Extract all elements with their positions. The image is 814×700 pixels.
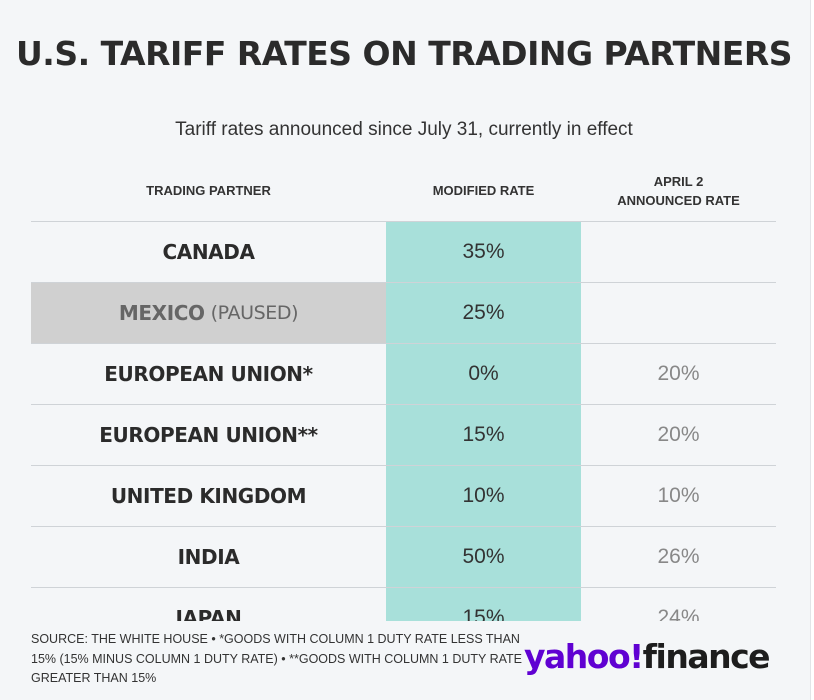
modified-rate-cell: 35% [462, 240, 505, 263]
partner-name: EUROPEAN UNION* [104, 362, 313, 386]
partner-cell: CANADA [31, 222, 386, 282]
partner-cell: UNITED KINGDOM [31, 466, 386, 526]
modified-rate-highlight [386, 221, 581, 621]
modified-rate-cell: 15% [462, 606, 505, 621]
partner-cell: INDIA [31, 527, 386, 587]
modified-rate-cell: 10% [462, 484, 505, 507]
table-row: MEXICO (PAUSED) 25% [31, 282, 776, 343]
table-row: CANADA 35% [31, 221, 776, 282]
partner-name: CANADA [162, 240, 255, 264]
modified-rate-cell: 0% [468, 362, 499, 385]
table-row: EUROPEAN UNION** 15% 20% [31, 404, 776, 465]
partner-status-note: (PAUSED) [210, 302, 299, 324]
partner-name: EUROPEAN UNION** [99, 423, 318, 447]
april2-rate-cell [581, 222, 776, 282]
chart-title: U.S. TARIFF RATES ON TRADING PARTNERS [15, 34, 793, 73]
partner-name: JAPAN [175, 606, 242, 621]
april2-rate-cell: 10% [657, 484, 700, 507]
april2-rate-cell: 26% [657, 545, 700, 568]
partner-name: UNITED KINGDOM [110, 484, 307, 508]
modified-rate-cell: 50% [462, 545, 505, 568]
yahoo-finance-logo: yahoo! finance [524, 630, 779, 682]
partner-cell: JAPAN [31, 588, 386, 621]
partner-cell: MEXICO (PAUSED) [31, 283, 386, 343]
april2-rate-cell: 20% [657, 362, 700, 385]
april2-rate-cell: 24% [657, 606, 700, 621]
column-header-april2-rate: APRIL 2 ANNOUNCED RATE [617, 173, 740, 208]
column-header-modified-rate: MODIFIED RATE [432, 183, 535, 198]
column-header-trading-partner: TRADING PARTNER [146, 183, 271, 198]
table-row: UNITED KINGDOM 10% 10% [31, 465, 776, 526]
table-body: CANADA 35% MEXICO (PAUSED) 25% EUROPEAN UNION… [31, 221, 776, 621]
modified-rate-cell: 15% [462, 423, 505, 446]
partner-name: MEXICO [118, 301, 205, 325]
table-row: EUROPEAN UNION* 0% 20% [31, 343, 776, 404]
logo-brand: yahoo! [524, 636, 644, 676]
april2-rate-cell: 20% [657, 423, 700, 446]
april2-rate-cell [581, 283, 776, 343]
source-note: SOURCE: THE WHITE HOUSE • *GOODS WITH CO… [31, 632, 523, 685]
partner-cell: EUROPEAN UNION* [31, 344, 386, 404]
tariff-table: TRADING PARTNER MODIFIED RATE APRIL 2 AN… [31, 160, 776, 621]
table-row: JAPAN 15% 24% [31, 587, 776, 621]
partner-name: INDIA [177, 545, 240, 569]
partner-cell: EUROPEAN UNION** [31, 405, 386, 465]
modified-rate-cell: 25% [462, 301, 505, 324]
chart-subtitle: Tariff rates announced since July 31, cu… [175, 119, 633, 140]
table-row: INDIA 50% 26% [31, 526, 776, 587]
logo-section: finance [642, 636, 771, 676]
